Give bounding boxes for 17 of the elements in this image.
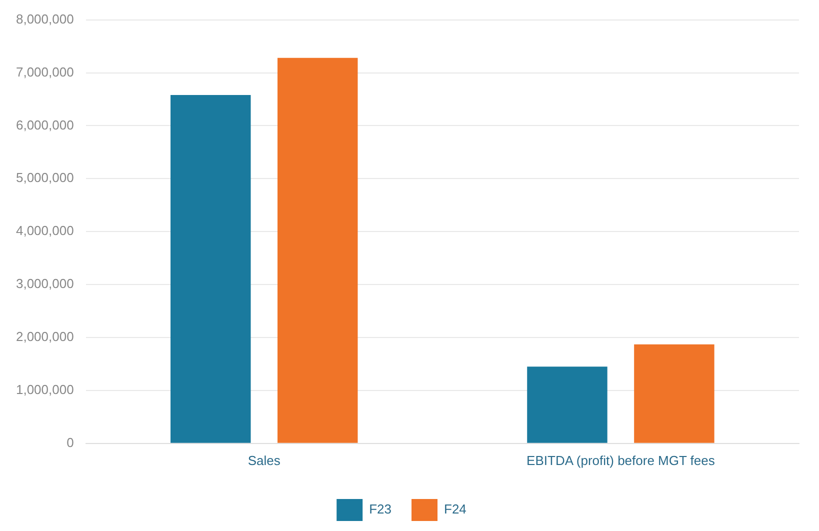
y-tick-label: 2,000,000	[16, 329, 74, 344]
y-tick-label: 4,000,000	[16, 223, 74, 238]
y-tick-label: 8,000,000	[16, 11, 74, 26]
legend-label: F24	[444, 502, 466, 517]
bar	[277, 58, 358, 443]
bar	[634, 344, 714, 443]
legend-label: F23	[369, 502, 392, 517]
bar	[170, 94, 251, 443]
y-tick-label: 3,000,000	[16, 276, 74, 292]
y-tick-label: 6,000,000	[16, 117, 74, 132]
y-tick-label: 0	[66, 434, 74, 450]
x-tick-label: Sales	[248, 452, 281, 468]
y-tick-label: 7,000,000	[16, 64, 74, 80]
x-tick-label: EBITDA (profit) before MGT fees	[526, 452, 716, 468]
y-tick-label: 1,000,000	[16, 382, 74, 398]
y-tick-label: 5,000,000	[16, 170, 74, 186]
bar	[527, 366, 608, 443]
